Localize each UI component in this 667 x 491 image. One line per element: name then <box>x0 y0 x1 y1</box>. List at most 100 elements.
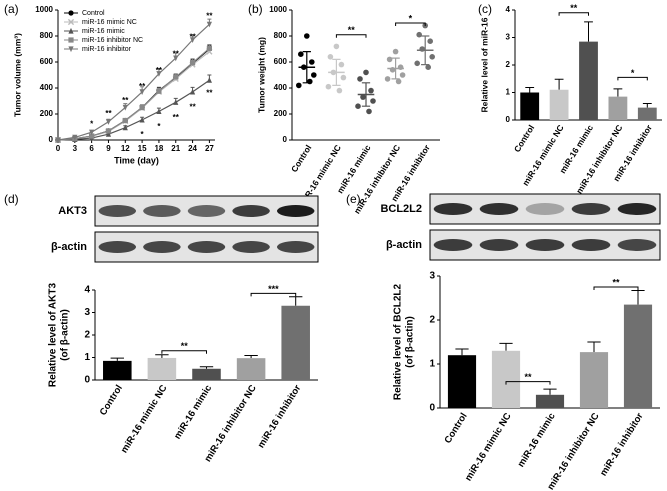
y-tick-label: 0 <box>506 115 511 124</box>
y-tick-label: 800 <box>274 31 288 40</box>
y-axis-label: Relative level of BCL2L2 <box>393 283 404 400</box>
data-point <box>384 76 391 82</box>
data-point <box>338 61 345 68</box>
data-point <box>139 104 145 111</box>
bar <box>579 41 598 120</box>
data-point <box>105 128 112 134</box>
data-point <box>206 77 212 83</box>
bar <box>579 352 609 408</box>
legend-label: Control <box>82 10 105 17</box>
data-point <box>122 104 128 111</box>
data-point <box>399 72 406 78</box>
annotation: ** <box>189 103 196 112</box>
blot-band <box>617 203 657 215</box>
error-bar <box>642 103 652 108</box>
bar <box>192 368 221 380</box>
bar <box>549 89 569 120</box>
blot-band <box>143 205 181 217</box>
y-tick-label: 4 <box>84 285 90 296</box>
data-point <box>156 88 162 94</box>
panel-label: (d) <box>4 192 19 206</box>
data-point <box>427 38 434 44</box>
data-point <box>309 59 315 65</box>
y-tick-label: 600 <box>274 57 288 66</box>
annotation: ** <box>206 88 213 97</box>
data-point <box>139 89 145 95</box>
x-tick-label: 3 <box>73 144 78 153</box>
bar <box>623 304 653 408</box>
annotation: ** <box>122 96 129 105</box>
data-point <box>425 64 432 70</box>
error-bar <box>613 88 623 97</box>
blot-band <box>276 205 315 217</box>
blot-band <box>232 241 270 253</box>
y-axis-label: (of β-actin) <box>405 316 416 368</box>
data-point <box>340 74 347 81</box>
data-point <box>368 87 374 94</box>
series-line <box>57 23 210 141</box>
y-tick-label: 2 <box>506 60 511 69</box>
y-tick-label: 4 <box>506 5 511 14</box>
panel-label: (b) <box>248 2 263 16</box>
annotation: * <box>157 122 161 131</box>
y-tick-label: 200 <box>40 109 54 118</box>
bar <box>103 360 132 380</box>
error-bar <box>455 348 469 356</box>
significance-bracket <box>395 22 426 26</box>
data-point <box>189 60 196 66</box>
x-tick-label: miR-16 inhibitor <box>598 411 646 478</box>
y-tick-label: 0 <box>283 135 288 144</box>
data-point <box>89 133 95 139</box>
data-point <box>173 74 179 80</box>
blot-band <box>143 241 181 253</box>
x-tick-label: 21 <box>171 144 180 153</box>
blot-band <box>479 203 519 215</box>
series-line <box>57 48 210 141</box>
significance-label: * <box>409 13 413 23</box>
blot-label: AKT3 <box>58 205 87 217</box>
data-point <box>206 45 212 51</box>
error-bar <box>584 21 593 42</box>
legend-label: miR-16 mimic NC <box>82 19 137 26</box>
y-tick-label: 3 <box>84 307 90 318</box>
x-tick-label: Control <box>98 383 125 417</box>
x-tick-label: miR-16 mimic <box>172 383 214 441</box>
x-tick-label: miR-16 mimic NC <box>119 383 170 455</box>
bar <box>447 355 477 408</box>
y-axis-label: Tumor volume (mm³) <box>12 33 22 117</box>
annotation: ** <box>173 113 180 122</box>
data-point <box>395 78 402 85</box>
y-tick-label: 600 <box>40 57 54 66</box>
y-tick-label: 0 <box>429 403 435 414</box>
x-tick-label: 0 <box>56 144 61 153</box>
blot-label: β-actin <box>51 241 87 253</box>
significance-label: ** <box>524 372 532 382</box>
data-point <box>189 88 196 95</box>
y-axis-label: Relative level of AKT3 <box>48 283 59 388</box>
significance-bracket <box>505 381 551 385</box>
blot-label: β-actin <box>386 239 422 251</box>
series-line <box>57 79 210 141</box>
data-point <box>363 69 369 76</box>
blot-band <box>479 239 519 251</box>
data-point <box>357 76 363 82</box>
blot-label: BCL2L2 <box>380 203 422 215</box>
x-tick-label: 18 <box>154 144 163 153</box>
y-tick-label: 400 <box>274 83 288 92</box>
annotation: ** <box>173 49 180 58</box>
y-tick-label: 2 <box>84 330 90 341</box>
y-tick-label: 1 <box>506 88 511 97</box>
blot-band <box>276 241 315 253</box>
significance-label: * <box>631 68 635 78</box>
legend-label: miR-16 inhibitor <box>82 46 132 53</box>
significance-label: *** <box>268 284 279 294</box>
significance-bracket <box>617 76 648 81</box>
data-point <box>89 129 95 136</box>
annotation: ** <box>139 82 146 91</box>
sd-bar <box>332 58 341 86</box>
y-tick-label: 1 <box>429 359 435 370</box>
y-tick-label: 800 <box>40 31 54 40</box>
data-point <box>325 83 332 90</box>
annotation: ** <box>189 32 196 41</box>
bar <box>236 358 266 380</box>
